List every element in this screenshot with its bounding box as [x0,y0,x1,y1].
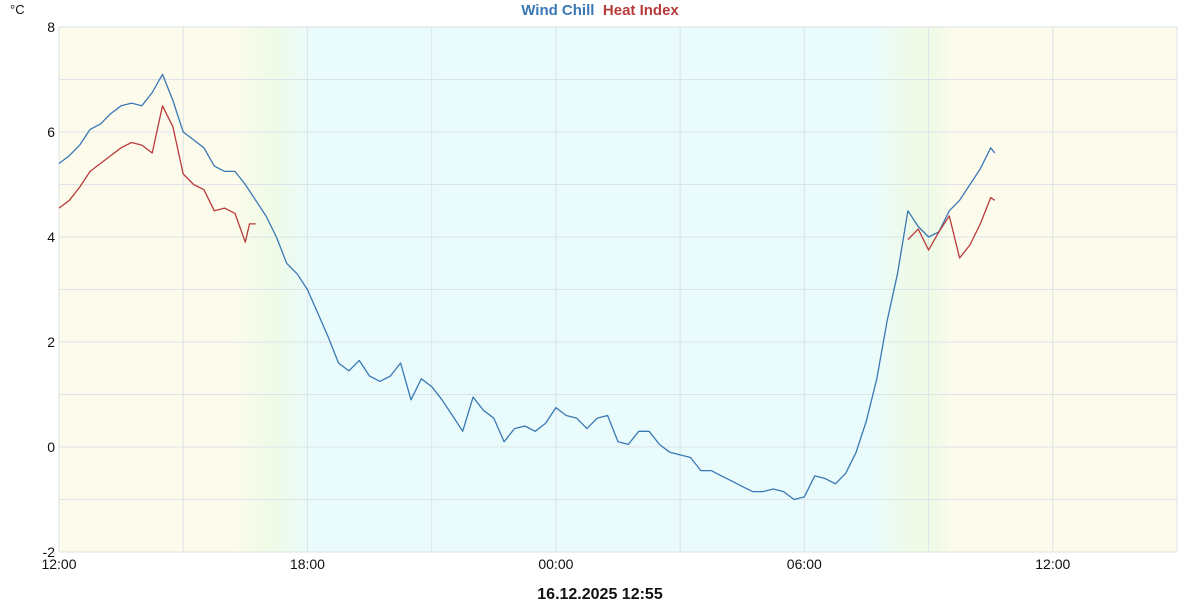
y-tick-label: 8 [47,19,55,35]
x-tick-label: 12:00 [41,556,76,572]
y-unit-label: °C [10,2,25,17]
series-layer [58,73,996,501]
heat-index-line [907,196,996,259]
x-tick-label: 18:00 [290,556,325,572]
y-tick-label: 0 [47,439,55,455]
y-tick-label: 4 [47,229,55,245]
y-tick-label: 2 [47,334,55,350]
y-tick-label: -2 [43,544,56,560]
x-tick-label: 00:00 [538,556,573,572]
wind-chill-line [58,73,996,501]
x-tick-label: 06:00 [787,556,822,572]
heat-index-line [58,105,256,243]
title-wind-chill: Wind Chill [521,2,594,19]
title-heat-index: Heat Index [603,2,680,19]
y-tick-label: 6 [47,124,55,140]
gridlines [58,26,1178,553]
x-tick-label: 12:00 [1035,556,1070,572]
chart-title: Wind Chill Heat Index [521,2,679,19]
chart-timestamp: 16.12.2025 12:55 [537,586,663,600]
